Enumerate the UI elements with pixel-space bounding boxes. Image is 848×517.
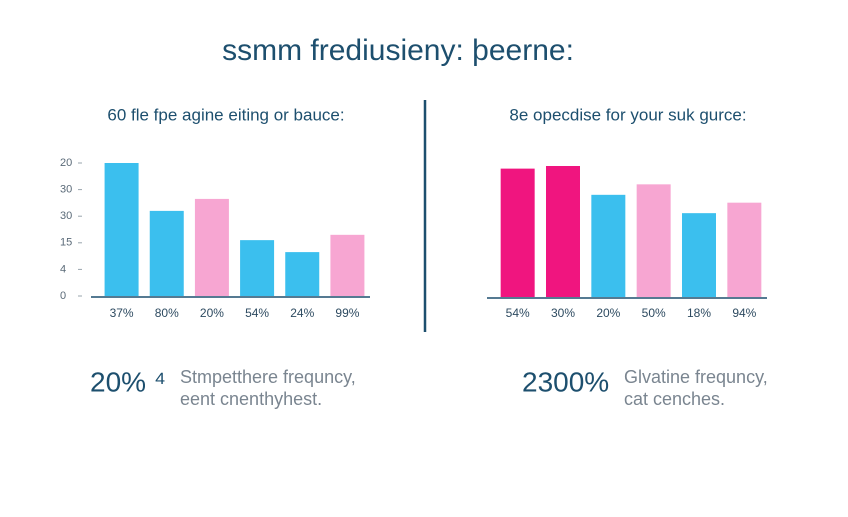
bar [285,252,320,296]
bar [636,184,671,297]
bar [149,210,184,296]
y-tick-label: 20 [60,157,72,169]
bar [194,198,229,296]
x-tick-label: 24% [290,306,314,320]
y-tick-label: 30 [60,210,72,222]
bar [591,194,626,297]
x-tick-label: 18% [687,306,711,320]
x-tick-label: 99% [335,306,359,320]
stat-text: Glvatine frequncy, [624,367,768,387]
x-tick-label: 50% [642,306,666,320]
x-tick-label: 20% [200,306,224,320]
y-tick-label: 15 [60,237,72,249]
chart-subtitle: 8e opecdise for your suk gurce: [509,105,746,124]
stat-value: 20% ⁴ [90,366,166,397]
x-tick-label: 80% [155,306,179,320]
bar [240,240,275,296]
chart-subtitle: 60 fle fpe agine eiting or bauce: [107,105,344,124]
x-tick-label: 30% [551,306,575,320]
bar [104,163,139,296]
bar [330,234,365,296]
x-tick-label: 94% [732,306,756,320]
stat-text: eent cnenthyhest. [180,389,322,409]
x-tick-label: 54% [506,306,530,320]
x-tick-label: 20% [596,306,620,320]
y-tick-label: 30 [60,184,72,196]
bar [682,213,716,297]
bar [727,202,762,297]
stat-value: 2300% [522,366,609,397]
y-tick-label: 4 [60,263,66,275]
stat-text: Stmpetthere frequncy, [180,367,356,387]
bar [546,166,580,297]
x-tick-label: 37% [110,306,134,320]
x-tick-label: 54% [245,306,269,320]
bar [500,168,535,297]
stat-text: cat cenches. [624,389,725,409]
title: ssmm frediusieny: þeerne: [222,34,574,67]
y-tick-label: 0 [60,290,66,302]
